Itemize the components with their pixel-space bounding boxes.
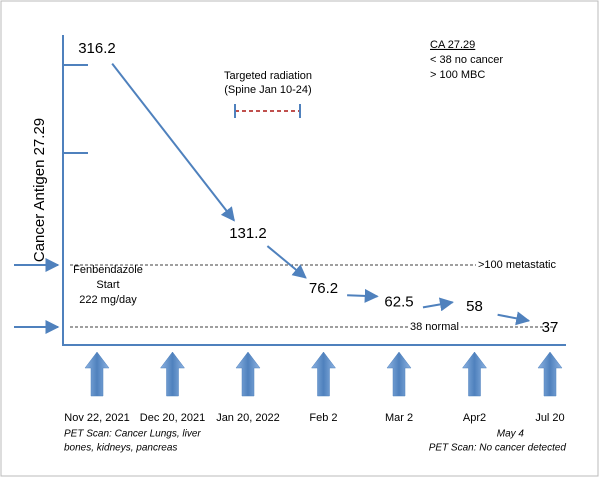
label-bg bbox=[408, 320, 461, 333]
x-tick-label: Jul 20 bbox=[535, 412, 564, 424]
annotation: 222 mg/day bbox=[79, 294, 137, 306]
up-arrow bbox=[386, 351, 412, 397]
trend-arrow bbox=[422, 297, 454, 312]
x-tick-label: Mar 2 bbox=[385, 412, 413, 424]
trend-arrow bbox=[266, 245, 307, 279]
x-tick-label: Apr2 bbox=[463, 412, 486, 424]
legend-line: > 100 MBC bbox=[430, 69, 485, 81]
up-arrow bbox=[462, 351, 487, 397]
trend-arrow bbox=[347, 288, 379, 303]
legend-title: CA 27.29 bbox=[430, 39, 475, 51]
trend-arrow bbox=[497, 311, 531, 326]
footnote: PET Scan: Cancer Lungs, liver bbox=[64, 429, 201, 440]
annotation: Fenbendazole bbox=[73, 264, 143, 276]
value-label: 62.5 bbox=[384, 293, 413, 310]
up-arrow bbox=[160, 351, 185, 397]
label-bg bbox=[476, 258, 559, 271]
value-label: 131.2 bbox=[229, 225, 267, 242]
up-arrow bbox=[235, 351, 261, 397]
up-arrow bbox=[311, 351, 336, 397]
footnote: PET Scan: No cancer detected bbox=[429, 443, 567, 454]
reference-label: >100 metastatic bbox=[478, 259, 556, 271]
x-tick-label: Nov 22, 2021 bbox=[64, 412, 129, 424]
value-label: 37 bbox=[542, 319, 559, 336]
annotation: Start bbox=[96, 279, 119, 291]
footnote: May 4 bbox=[497, 429, 525, 440]
x-tick-label: Feb 2 bbox=[309, 412, 337, 424]
legend-line: < 38 no cancer bbox=[430, 54, 503, 66]
y-axis-label: Cancer Antigen 27.29 bbox=[31, 118, 48, 262]
annotation: (Spine Jan 10-24) bbox=[224, 84, 311, 96]
trend-arrow bbox=[111, 63, 235, 222]
x-tick-label: Jan 20, 2022 bbox=[216, 412, 280, 424]
value-label: 316.2 bbox=[78, 40, 116, 57]
reference-label: 38 normal bbox=[410, 321, 459, 333]
value-label: 58 bbox=[466, 298, 483, 315]
x-tick-label: Dec 20, 2021 bbox=[140, 412, 205, 424]
up-arrow bbox=[84, 351, 110, 397]
footnote: bones, kidneys, pancreas bbox=[64, 443, 177, 454]
annotation: Targeted radiation bbox=[224, 70, 312, 82]
value-label: 76.2 bbox=[309, 280, 338, 297]
up-arrow bbox=[537, 351, 563, 397]
